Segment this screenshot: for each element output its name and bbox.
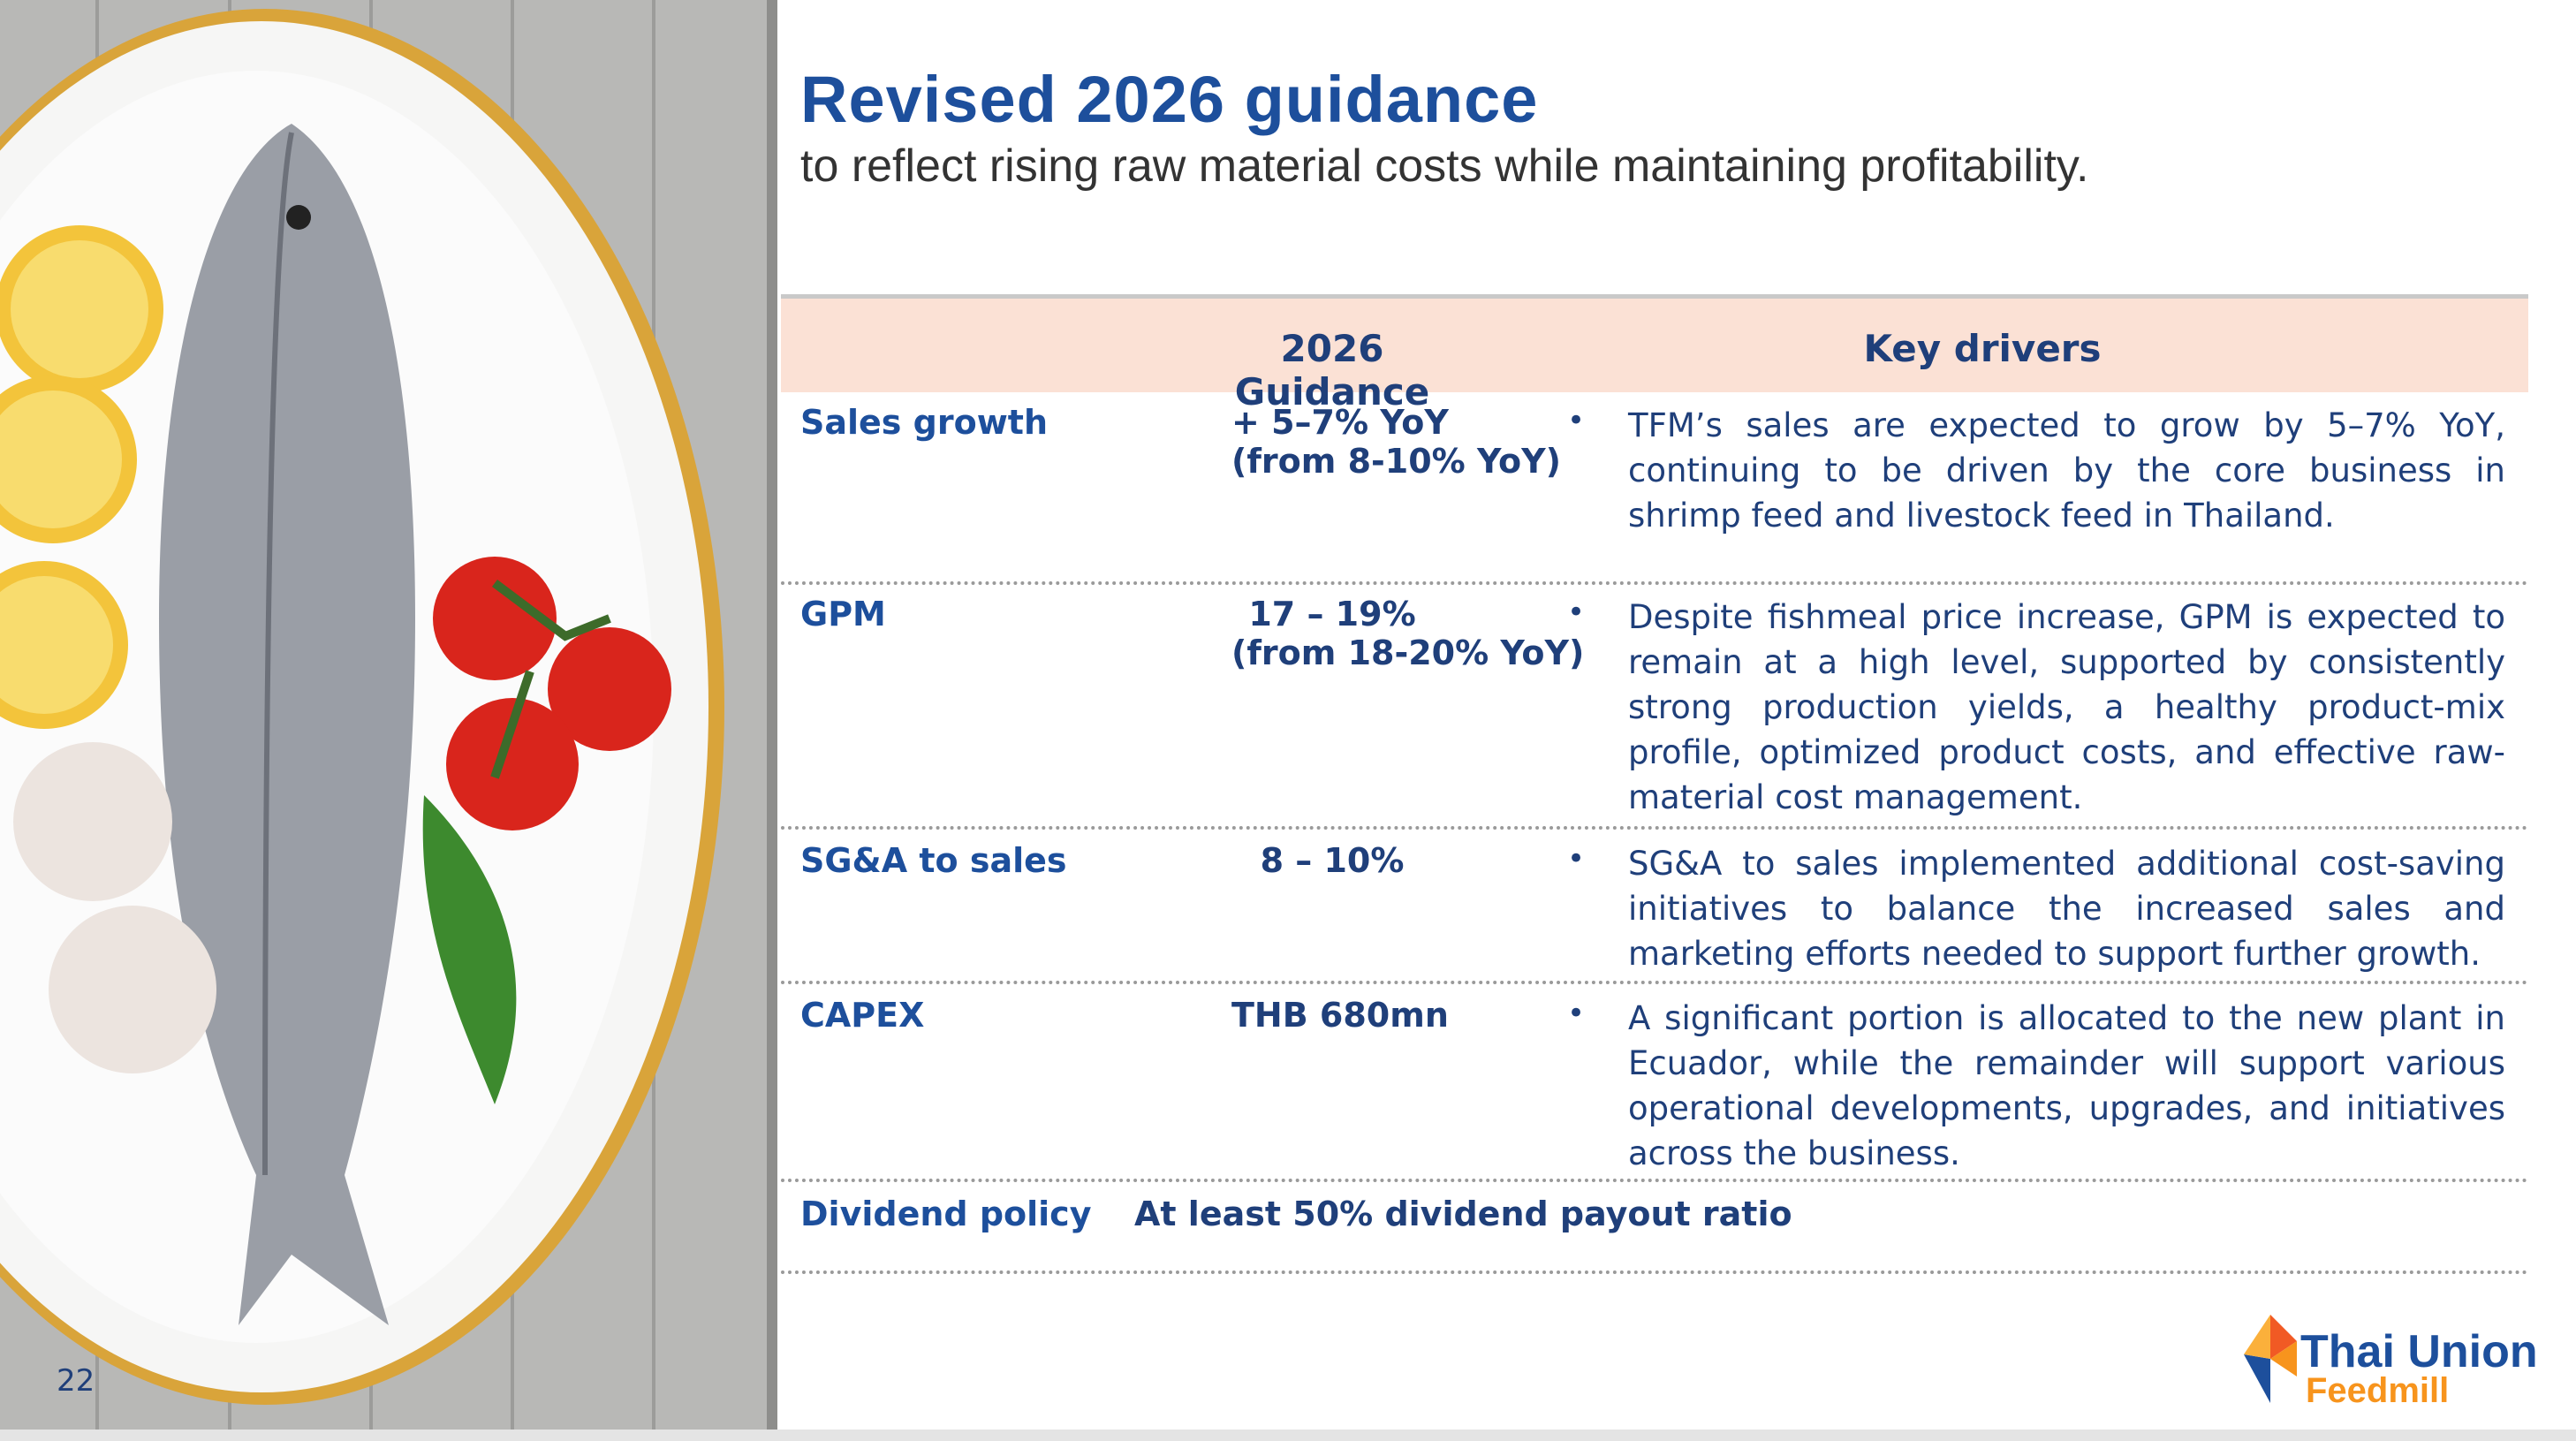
divider: [781, 581, 2528, 585]
row-label: CAPEX: [800, 996, 925, 1035]
column-header: 2026 Guidance: [1234, 327, 1430, 413]
bullet: •: [1567, 996, 1586, 1031]
divider: [781, 1179, 2528, 1182]
guidance: + 5–7% YoY (from 8-10% YoY): [1231, 403, 1561, 481]
row-label: SG&A to sales: [800, 841, 1067, 880]
food-photo: 22: [0, 0, 777, 1441]
row-label: GPM: [800, 595, 886, 633]
bullet: •: [1567, 841, 1586, 876]
bullet: •: [1567, 595, 1586, 630]
row-label: Sales growth: [800, 403, 1049, 442]
logo-icon: [2244, 1315, 2297, 1403]
guidance-line: (from 18-20% YoY): [1231, 633, 1585, 672]
driver-text: Despite fishmeal price increase, GPM is …: [1628, 598, 2505, 816]
guidance: THB 680mn: [1231, 996, 1449, 1035]
footer-strip: [0, 1430, 2576, 1441]
driver-text: SG&A to sales implemented additional cos…: [1628, 845, 2505, 973]
logo-subtext: Feedmill: [2306, 1371, 2450, 1410]
guidance-line: + 5–7% YoY: [1231, 403, 1449, 442]
column-header: Key drivers: [1863, 327, 2102, 370]
divider: [781, 1270, 2528, 1274]
divider: [781, 826, 2528, 830]
table-header: 2026 Guidance Key drivers: [781, 294, 2528, 413]
guidance: 8 – 10%: [1231, 841, 1433, 880]
bullet: •: [1567, 403, 1586, 438]
guidance-line: THB 680mn: [1231, 996, 1449, 1035]
slide-subtitle: to reflect rising raw material costs whi…: [800, 140, 2089, 192]
guidance-line: 17 – 19%: [1248, 595, 1416, 633]
divider: [781, 981, 2528, 984]
guidance-line: 8 – 10%: [1260, 841, 1405, 880]
logo-text: Thai Union: [2300, 1326, 2538, 1377]
driver-text: TFM’s sales are expected to grow by 5–7%…: [1628, 406, 2505, 535]
slide-title: Revised 2026 guidance: [800, 63, 1539, 136]
guidance-line: (from 8-10% YoY): [1231, 442, 1561, 481]
row-value: At least 50% dividend payout ratio: [1134, 1195, 1792, 1233]
row-label: Dividend policy: [800, 1195, 1092, 1233]
page-number: 22: [57, 1363, 95, 1399]
guidance: 17 – 19% (from 18-20% YoY): [1231, 595, 1585, 672]
driver-text: A significant portion is allocated to th…: [1628, 999, 2505, 1172]
